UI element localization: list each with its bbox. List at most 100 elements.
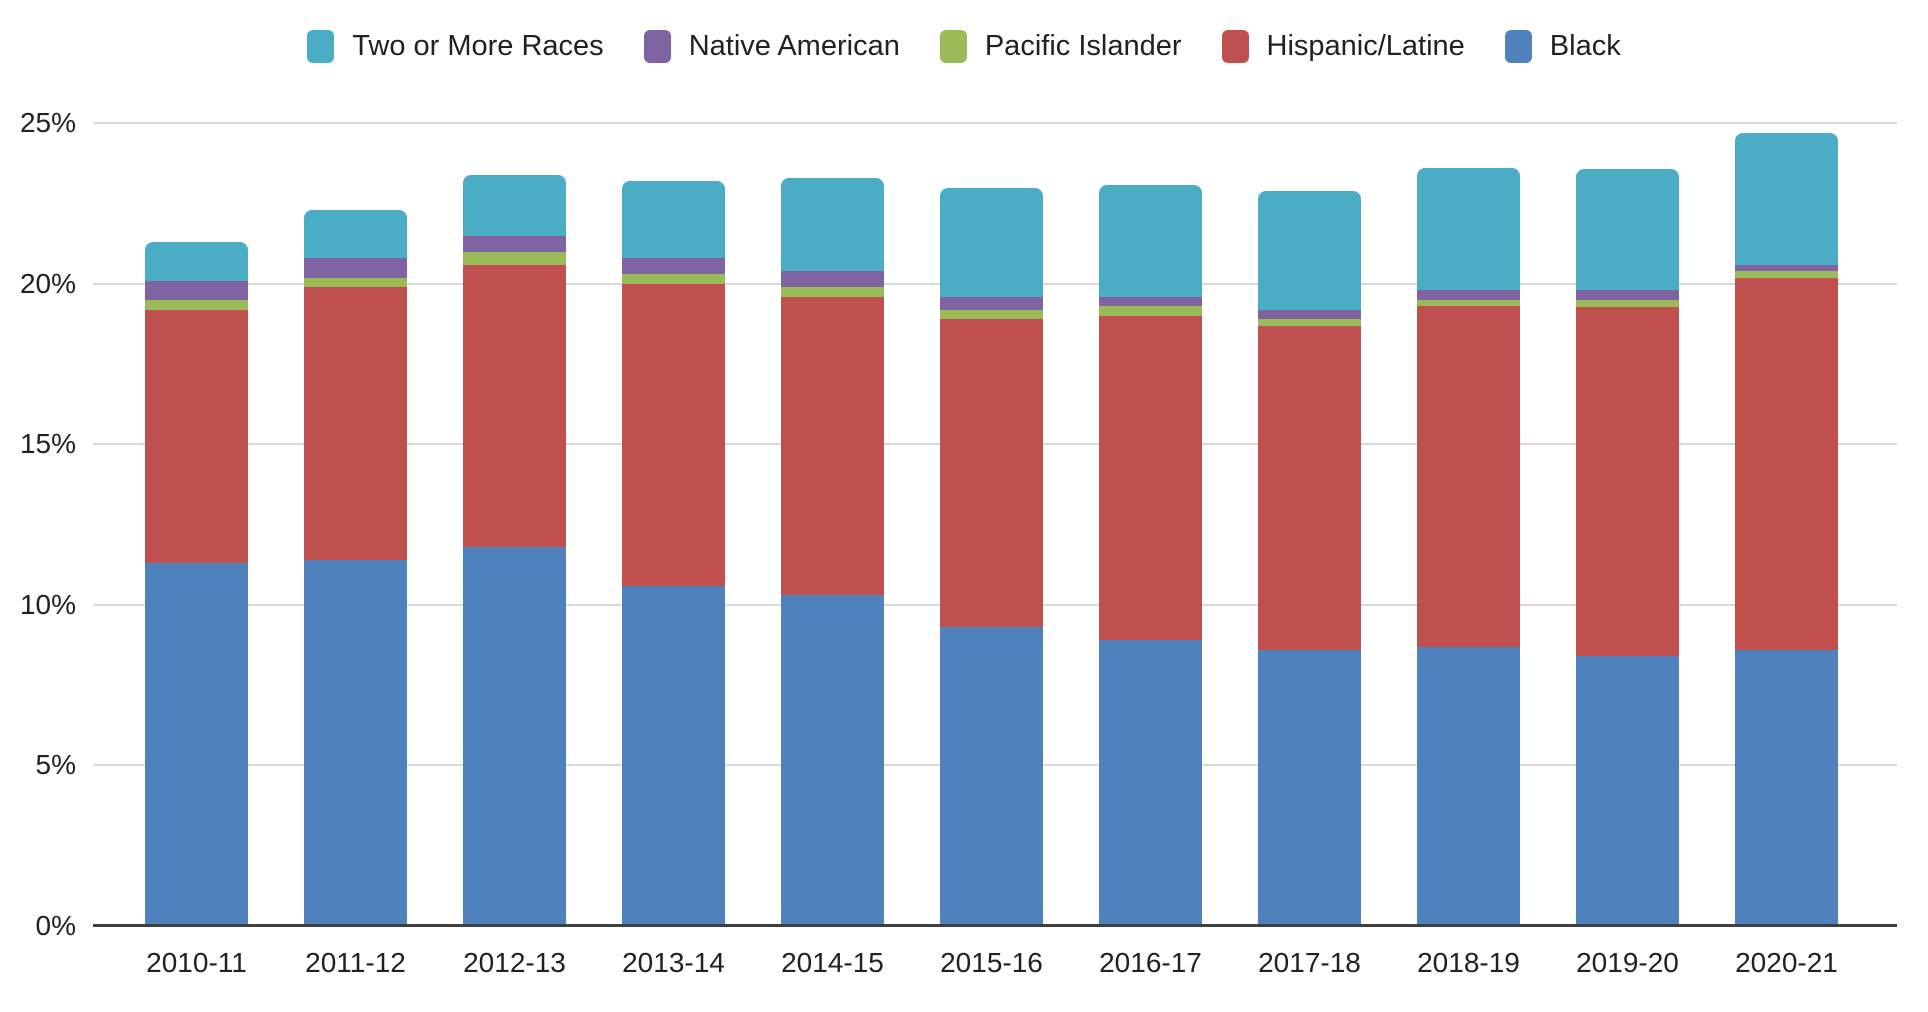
x-axis-tick-label: 2013-14 bbox=[622, 947, 725, 978]
bar-segment-two-or-more-races bbox=[304, 210, 407, 259]
legend-label: Native American bbox=[688, 29, 900, 62]
bar-segment-native-american bbox=[304, 258, 407, 278]
bar-segment-black bbox=[622, 585, 725, 926]
bar-segment-black bbox=[1576, 656, 1679, 926]
bar-segment-pacific-islander bbox=[1417, 300, 1520, 307]
legend-swatch-native-american bbox=[643, 29, 671, 63]
gridline-25 bbox=[93, 122, 1897, 124]
y-axis-tick-label: 20% bbox=[19, 267, 76, 299]
x-axis-tick-label: 2011-12 bbox=[305, 947, 406, 978]
legend: Two or More Races Native American Pacific … bbox=[0, 8, 1928, 84]
legend-item-black: Black bbox=[1504, 29, 1621, 63]
bar-segment-black bbox=[145, 563, 248, 926]
legend-swatch-hispanic-latine bbox=[1221, 29, 1249, 63]
bar-segment-native-american bbox=[1099, 296, 1202, 307]
bar-2012-13 bbox=[463, 174, 566, 926]
bar-2020-21 bbox=[1735, 133, 1838, 926]
bar-segment-black bbox=[940, 627, 1043, 926]
legend-swatch-black bbox=[1504, 29, 1532, 63]
legend-label: Hispanic/Latine bbox=[1266, 29, 1465, 62]
bar-segment-native-american bbox=[781, 271, 884, 288]
legend-item-two-or-more-races: Two or More Races bbox=[307, 29, 604, 63]
bar-segment-pacific-islander bbox=[940, 309, 1043, 320]
bar-segment-two-or-more-races bbox=[940, 187, 1043, 297]
bar-segment-black bbox=[463, 547, 566, 926]
bar-2017-18 bbox=[1258, 190, 1361, 926]
legend-label: Two or More Races bbox=[352, 29, 604, 62]
bar-segment-two-or-more-races bbox=[1258, 190, 1361, 310]
bar-segment-two-or-more-races bbox=[1417, 168, 1520, 291]
legend-swatch-pacific-islander bbox=[939, 29, 967, 63]
bar-segment-hispanic-latine bbox=[145, 309, 248, 564]
bar-2015-16 bbox=[940, 187, 1043, 926]
bar-segment-native-american bbox=[940, 296, 1043, 310]
bar-2013-14 bbox=[622, 181, 725, 926]
legend-swatch-two-or-more-races bbox=[307, 29, 335, 63]
bar-segment-hispanic-latine bbox=[1258, 325, 1361, 650]
bar-2019-20 bbox=[1576, 168, 1679, 926]
bar-segment-two-or-more-races bbox=[145, 242, 248, 281]
y-axis-tick-label: 0% bbox=[35, 909, 76, 941]
bar-segment-two-or-more-races bbox=[1576, 168, 1679, 291]
x-axis-tick-label: 2019-20 bbox=[1576, 947, 1679, 978]
legend-item-pacific-islander: Pacific Islander bbox=[939, 29, 1182, 63]
bar-segment-hispanic-latine bbox=[1099, 316, 1202, 641]
x-axis-tick-label: 2014-15 bbox=[781, 947, 884, 978]
bar-segment-two-or-more-races bbox=[781, 178, 884, 272]
x-axis-tick-label: 2017-18 bbox=[1258, 947, 1361, 978]
bar-segment-pacific-islander bbox=[463, 251, 566, 265]
bar-segment-hispanic-latine bbox=[1576, 306, 1679, 657]
bar-segment-hispanic-latine bbox=[940, 319, 1043, 628]
bar-segment-hispanic-latine bbox=[1417, 306, 1520, 647]
bar-segment-native-american bbox=[1417, 290, 1520, 301]
x-axis-line bbox=[93, 924, 1897, 927]
legend-item-hispanic-latine: Hispanic/Latine bbox=[1221, 29, 1465, 63]
legend-item-native-american: Native American bbox=[643, 29, 900, 63]
bar-segment-black bbox=[781, 595, 884, 926]
bar-segment-hispanic-latine bbox=[1735, 277, 1838, 650]
bar-2018-19 bbox=[1417, 168, 1520, 926]
bar-segment-pacific-islander bbox=[145, 300, 248, 310]
bar-segment-hispanic-latine bbox=[781, 296, 884, 596]
x-axis-tick-label: 2010-11 bbox=[146, 947, 247, 978]
y-axis-tick-label: 5% bbox=[35, 749, 76, 780]
bar-2010-11 bbox=[145, 242, 248, 926]
y-axis-tick-label: 10% bbox=[19, 588, 76, 620]
bar-segment-pacific-islander bbox=[304, 277, 407, 288]
bar-segment-black bbox=[1258, 649, 1361, 926]
bar-segment-native-american bbox=[1258, 309, 1361, 320]
bar-segment-two-or-more-races bbox=[463, 174, 566, 236]
bar-segment-black bbox=[1417, 646, 1520, 926]
bar-segment-pacific-islander bbox=[1258, 319, 1361, 326]
y-axis-tick-label: 25% bbox=[19, 107, 76, 138]
bar-segment-pacific-islander bbox=[781, 287, 884, 297]
bar-segment-pacific-islander bbox=[622, 274, 725, 285]
bar-segment-two-or-more-races bbox=[1735, 133, 1838, 265]
bar-segment-native-american bbox=[1735, 264, 1838, 272]
bar-segment-native-american bbox=[145, 280, 248, 301]
legend-label: Pacific Islander bbox=[984, 29, 1182, 62]
bar-2016-17 bbox=[1099, 184, 1202, 926]
bar-segment-hispanic-latine bbox=[463, 264, 566, 548]
bar-segment-two-or-more-races bbox=[1099, 184, 1202, 297]
bar-segment-hispanic-latine bbox=[622, 284, 725, 586]
y-axis-tick-label: 15% bbox=[19, 428, 76, 459]
x-axis-tick-label: 2020-21 bbox=[1735, 947, 1838, 978]
bar-segment-hispanic-latine bbox=[304, 287, 407, 561]
x-axis-tick-label: 2012-13 bbox=[463, 947, 566, 978]
bar-segment-native-american bbox=[622, 258, 725, 275]
bar-segment-pacific-islander bbox=[1576, 300, 1679, 307]
x-axis-tick-label: 2018-19 bbox=[1417, 947, 1520, 978]
x-axis-tick-label: 2016-17 bbox=[1099, 947, 1202, 978]
bar-segment-black bbox=[1099, 640, 1202, 926]
bar-segment-native-american bbox=[463, 235, 566, 252]
bar-segment-two-or-more-races bbox=[622, 181, 725, 259]
x-axis-tick-label: 2015-16 bbox=[940, 947, 1043, 978]
bar-2011-12 bbox=[304, 210, 407, 926]
bar-segment-pacific-islander bbox=[1099, 306, 1202, 317]
bar-segment-native-american bbox=[1576, 290, 1679, 301]
bar-segment-pacific-islander bbox=[1735, 271, 1838, 278]
bar-2014-15 bbox=[781, 178, 884, 926]
bar-segment-black bbox=[1735, 649, 1838, 926]
